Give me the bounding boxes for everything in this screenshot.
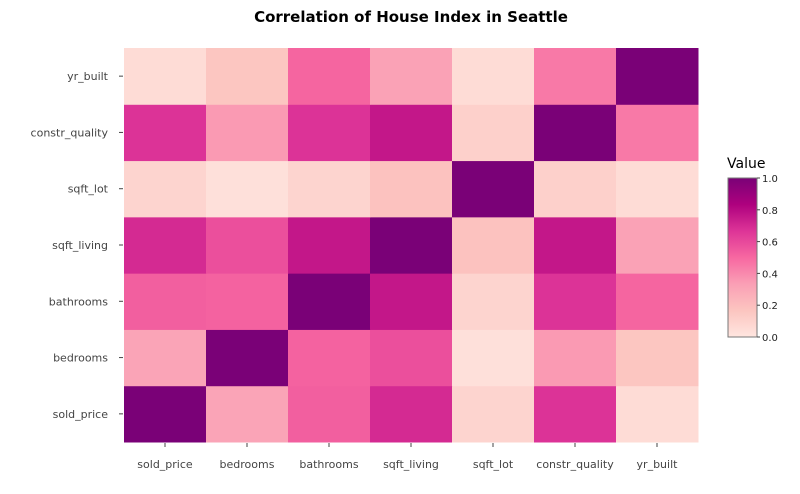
heatmap-cell: [288, 48, 371, 105]
legend-colorbar: [727, 177, 758, 338]
heatmap-cell: [124, 216, 207, 274]
heatmap-cell: [206, 216, 289, 274]
y-tick-label: bedrooms: [53, 352, 108, 365]
heatmap-cell: [288, 160, 371, 218]
x-tick-label: sqft_living: [383, 458, 439, 471]
heatmap-cells: [124, 48, 699, 443]
heatmap-cell: [534, 48, 617, 105]
heatmap-cell: [534, 216, 617, 274]
heatmap-cell: [288, 329, 371, 387]
heatmap-cell: [370, 160, 453, 218]
color-legend: Value 0.0 0.2 0.4 0.6 0.8 1.0: [727, 156, 778, 344]
x-tick-label: sqft_lot: [473, 458, 514, 471]
heatmap-cell: [452, 216, 535, 274]
heatmap-cell: [124, 48, 207, 105]
heatmap-cell: [206, 385, 289, 443]
x-tick-label: bathrooms: [299, 458, 358, 471]
chart-title: Correlation of House Index in Seattle: [254, 8, 568, 26]
heatmap-cell: [534, 329, 617, 387]
heatmap-cell: [370, 385, 453, 443]
heatmap-cell: [452, 329, 535, 387]
heatmap-cell: [288, 273, 371, 330]
heatmap-cell: [452, 104, 535, 162]
legend-tick-label: 0.2: [762, 301, 778, 312]
heatmap-cell: [452, 385, 535, 443]
heatmap-cell: [370, 48, 453, 105]
y-tick-label: sqft_lot: [68, 183, 109, 196]
heatmap-cell: [288, 216, 371, 274]
heatmap-cell: [288, 385, 371, 443]
heatmap-cell: [370, 329, 453, 387]
heatmap-cell: [124, 104, 207, 162]
x-axis: sold_price bedrooms bathrooms sqft_living sq…: [137, 443, 678, 471]
heatmap-cell: [452, 48, 535, 105]
y-tick-label: yr_built: [67, 70, 109, 83]
heatmap-cell: [534, 385, 617, 443]
heatmap-cell: [616, 385, 699, 443]
heatmap-cell: [206, 160, 289, 218]
heatmap-cell: [370, 104, 453, 162]
heatmap-cell: [534, 160, 617, 218]
x-tick-label: constr_quality: [536, 458, 614, 471]
y-tick-label: sqft_living: [52, 239, 108, 252]
heatmap-cell: [124, 160, 207, 218]
heatmap-cell: [616, 329, 699, 387]
heatmap-cell: [616, 104, 699, 162]
heatmap-cell: [616, 273, 699, 330]
y-tick-label: bathrooms: [49, 295, 108, 308]
heatmap-cell: [452, 273, 535, 330]
heatmap-cell: [206, 104, 289, 162]
y-tick-label: sold_price: [53, 408, 109, 421]
heatmap-cell: [124, 385, 207, 443]
y-axis: sold_price bedrooms bathrooms sqft_living sq…: [31, 70, 123, 421]
legend-tick-label: 1.0: [762, 174, 778, 185]
heatmap-cell: [124, 329, 207, 387]
x-tick-label: sold_price: [137, 458, 193, 471]
heatmap-cell: [370, 273, 453, 330]
heatmap-cell: [206, 48, 289, 105]
heatmap-cell: [534, 273, 617, 330]
legend-tick-label: 0.0: [762, 333, 778, 344]
heatmap-cell: [206, 273, 289, 330]
heatmap-cell: [452, 160, 535, 218]
legend-title: Value: [727, 156, 765, 172]
legend-tick-label: 0.4: [762, 269, 778, 280]
heatmap-cell: [616, 216, 699, 274]
heatmap-cell: [534, 104, 617, 162]
legend-tick-label: 0.6: [762, 238, 778, 249]
x-tick-label: yr_built: [637, 458, 679, 471]
heatmap-cell: [370, 216, 453, 274]
legend-tick-label: 0.8: [762, 206, 778, 217]
legend-ticks: 0.0 0.2 0.4 0.6 0.8 1.0: [757, 174, 778, 344]
heatmap-cell: [288, 104, 371, 162]
x-tick-label: bedrooms: [220, 458, 275, 471]
heatmap-cell: [206, 329, 289, 387]
heatmap-cell: [616, 48, 699, 105]
heatmap-cell: [616, 160, 699, 218]
heatmap-cell: [124, 273, 207, 330]
y-tick-label: constr_quality: [31, 126, 109, 139]
